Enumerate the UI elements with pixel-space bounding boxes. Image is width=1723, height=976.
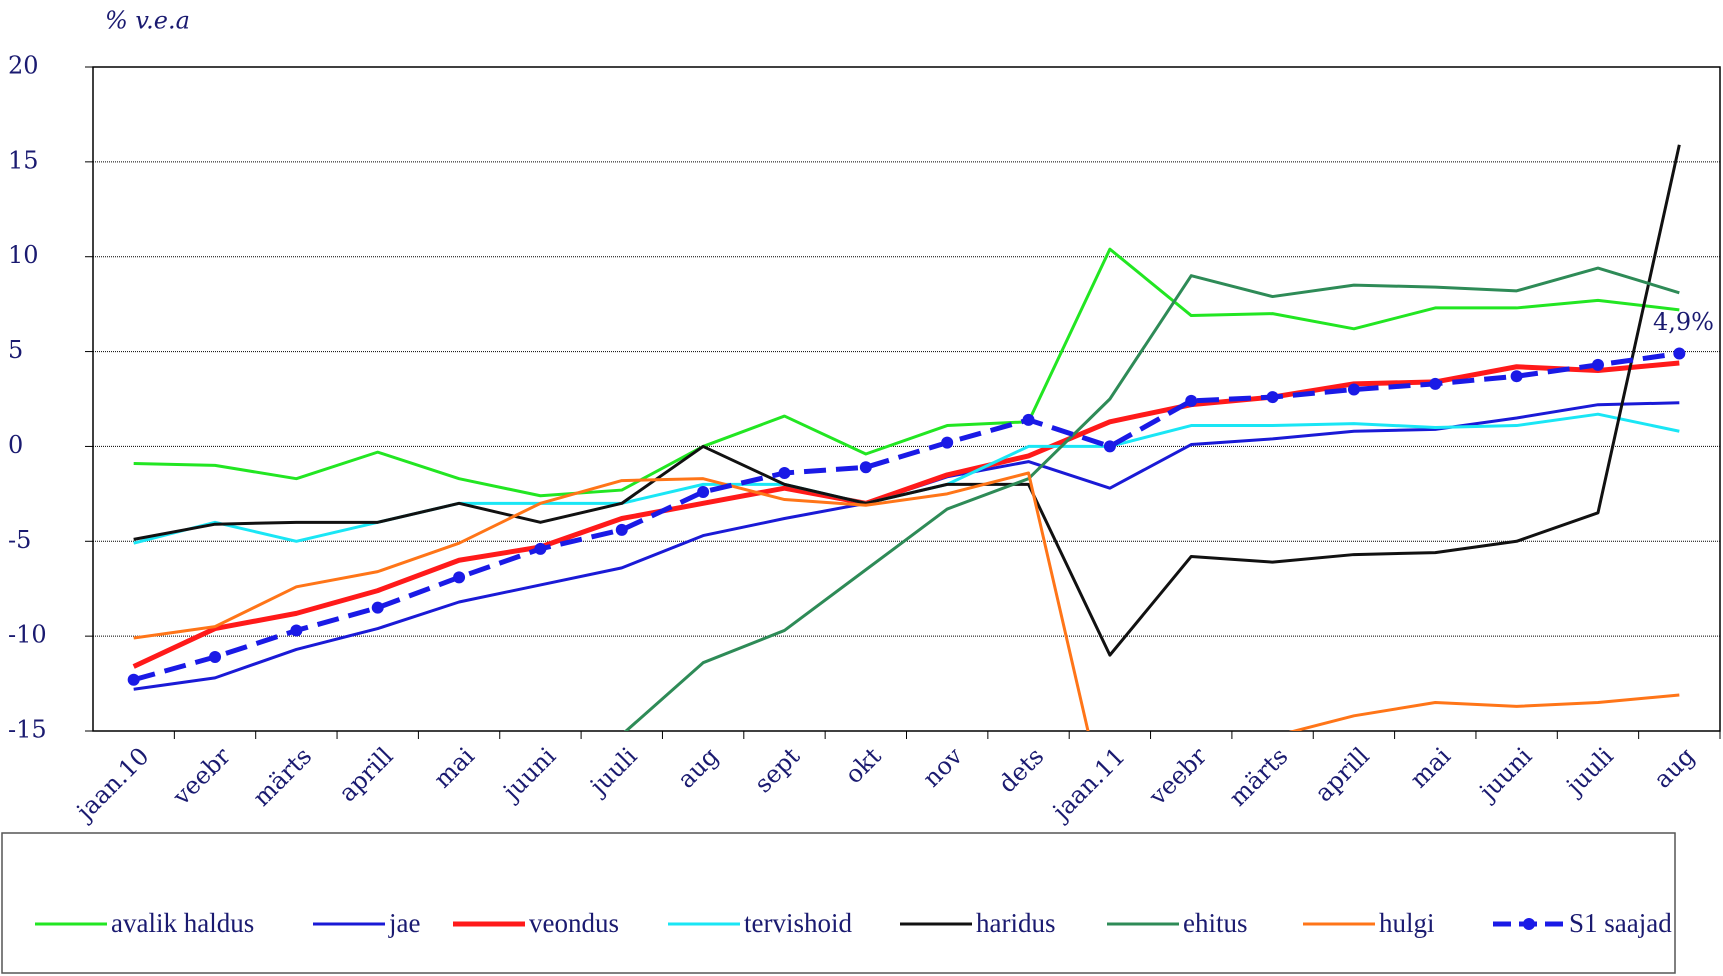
- x-tick-label: juuli: [583, 742, 643, 802]
- y-axis-label: % v.e.a: [105, 7, 190, 35]
- x-tick-label: juuni: [1472, 742, 1538, 808]
- series-marker: [209, 651, 222, 664]
- x-tick-label: nov: [917, 742, 968, 793]
- series-line: [133, 412, 1680, 545]
- x-tick-label: okt: [840, 742, 887, 789]
- plot-frame: [92, 66, 1721, 732]
- legend-label: ehitus: [1183, 908, 1248, 938]
- y-tick-label: 15: [8, 146, 39, 174]
- x-tick-label: dets: [993, 742, 1049, 798]
- series-marker: [1185, 394, 1198, 407]
- series-marker: [1022, 413, 1035, 426]
- series-line: [623, 266, 1680, 731]
- x-tick-label: märts: [1224, 742, 1294, 812]
- x-tick-label: aprill: [1310, 742, 1375, 807]
- series-marker: [534, 542, 547, 555]
- series-marker: [1510, 370, 1523, 383]
- x-tick-label: juuni: [496, 742, 562, 808]
- series-line: [133, 471, 1680, 731]
- x-tick-label: sept: [749, 742, 805, 798]
- series-marker: [1347, 383, 1360, 396]
- series-marker: [1591, 358, 1604, 371]
- legend-label: jae: [388, 908, 420, 938]
- y-tick-label: -10: [8, 621, 47, 649]
- x-tick-label: aug: [1648, 742, 1700, 794]
- series-marker: [778, 466, 791, 479]
- series-line: [133, 247, 1680, 498]
- x-tick-label: jaan.11: [1045, 742, 1130, 827]
- series-marker: [941, 436, 954, 449]
- legend: avalik haldus jae veondus tervishoid haridus…: [35, 908, 1672, 938]
- x-tick-label: aprill: [333, 742, 398, 807]
- series-marker: [371, 601, 384, 614]
- series-marker: [859, 461, 872, 474]
- y-tick-label: 10: [8, 241, 39, 269]
- annotation: 4,9%: [1653, 308, 1714, 336]
- series-marker: [697, 485, 710, 498]
- x-tick-label: veebr: [167, 742, 237, 812]
- series-marker: [1266, 391, 1279, 404]
- plot-area: [127, 144, 1686, 731]
- series-line: [132, 360, 1680, 669]
- series-marker: [453, 571, 466, 584]
- x-tick-label: juuli: [1559, 742, 1619, 802]
- x-tick-label: mai: [1405, 742, 1457, 794]
- series-marker: [1429, 377, 1442, 390]
- series-marker: [127, 673, 140, 686]
- series-line: [133, 144, 1681, 657]
- y-tick-label: -5: [8, 526, 31, 554]
- y-tick-label: 5: [8, 336, 23, 364]
- x-tick-label: aug: [672, 742, 724, 794]
- x-tick-label: mai: [428, 742, 480, 794]
- legend-box: [1, 832, 1676, 974]
- legend-label: avalik haldus: [111, 908, 254, 938]
- y-tick-label: 20: [8, 52, 39, 80]
- x-tick-label: veebr: [1143, 742, 1213, 812]
- legend-label: haridus: [976, 908, 1055, 938]
- series-marker: [1103, 440, 1116, 453]
- y-tick-label: -15: [8, 716, 47, 744]
- series-line: [133, 350, 1680, 683]
- series-marker: [290, 624, 303, 637]
- legend-label: veondus: [529, 908, 619, 938]
- series-marker: [615, 523, 628, 536]
- y-tick-label: 0: [8, 431, 23, 459]
- series-marker: [1673, 347, 1686, 360]
- x-tick-label: jaan.10: [69, 742, 154, 827]
- series-line: [133, 401, 1680, 691]
- legend-marker: [1523, 918, 1535, 930]
- legend-label: tervishoid: [744, 908, 852, 938]
- legend-label: S1 saajad: [1569, 908, 1672, 938]
- x-tick-label: märts: [248, 742, 318, 812]
- legend-label: hulgi: [1379, 908, 1435, 938]
